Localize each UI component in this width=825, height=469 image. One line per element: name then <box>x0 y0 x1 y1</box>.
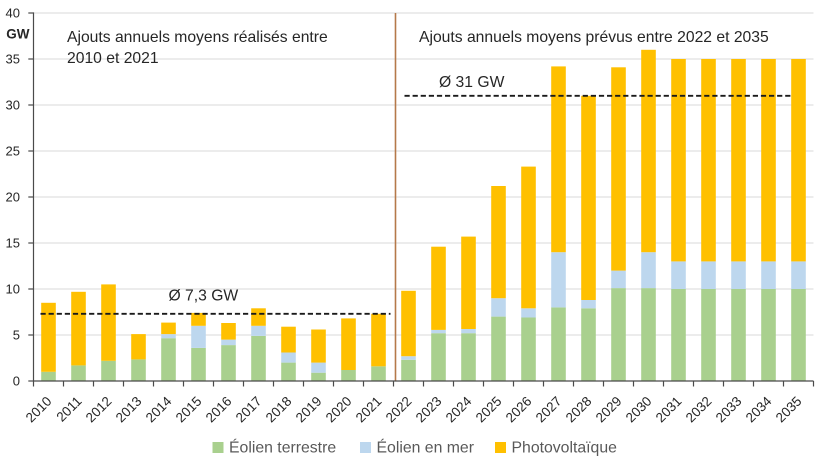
svg-text:Photovoltaïque: Photovoltaïque <box>512 440 618 457</box>
svg-text:20: 20 <box>6 190 20 205</box>
svg-text:GW: GW <box>6 27 30 42</box>
svg-text:Ajouts annuels moyens prévus e: Ajouts annuels moyens prévus entre 2022 … <box>419 29 769 46</box>
svg-text:Éolien terrestre: Éolien terrestre <box>229 438 336 457</box>
svg-text:5: 5 <box>13 328 20 343</box>
svg-text:30: 30 <box>6 98 20 113</box>
svg-text:2010 et 2021: 2010 et 2021 <box>67 50 159 67</box>
svg-text:10: 10 <box>6 282 20 297</box>
svg-text:35: 35 <box>6 52 20 67</box>
svg-text:Ø 7,3 GW: Ø 7,3 GW <box>169 288 239 305</box>
svg-text:Ø 31 GW: Ø 31 GW <box>439 74 505 91</box>
svg-text:Ajouts annuels moyens réalisés: Ajouts annuels moyens réalisés entre <box>67 29 328 46</box>
svg-text:15: 15 <box>6 236 20 251</box>
svg-text:25: 25 <box>6 144 20 159</box>
svg-text:Éolien en mer: Éolien en mer <box>377 438 474 457</box>
svg-text:0: 0 <box>13 374 20 389</box>
svg-text:40: 40 <box>6 6 20 21</box>
